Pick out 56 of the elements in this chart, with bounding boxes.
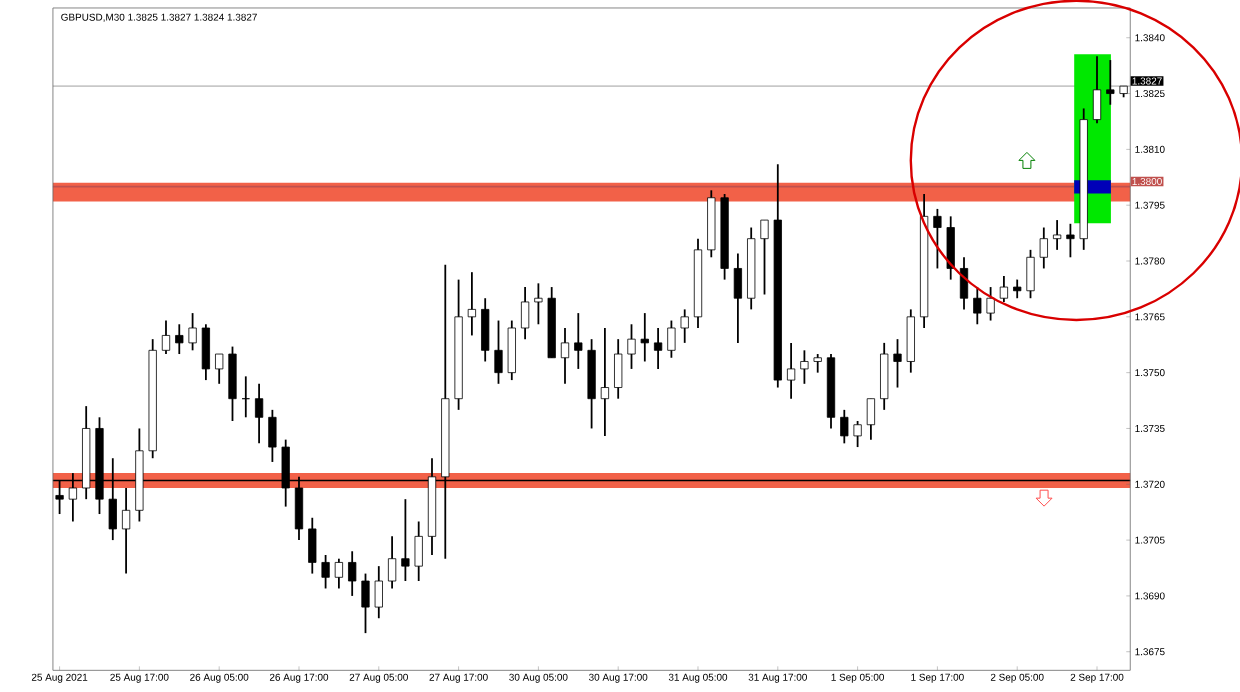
candlestick [999, 274, 1009, 303]
candlestick [840, 408, 849, 445]
candlestick [933, 207, 942, 270]
candlestick [600, 326, 610, 437]
candlestick [520, 286, 530, 340]
candlestick [627, 323, 636, 370]
candlestick [215, 353, 224, 385]
candlestick [1052, 219, 1062, 251]
candlestick [640, 312, 649, 363]
candlestick [574, 312, 583, 370]
candlestick [1092, 55, 1102, 125]
candlestick [906, 308, 915, 374]
candlestick [228, 345, 237, 422]
candlestick [494, 319, 503, 385]
candlestick [175, 323, 184, 355]
candlestick [733, 252, 743, 344]
candlestick [361, 572, 370, 634]
candlestick [348, 550, 357, 597]
candlestick [866, 397, 876, 441]
candlestick [946, 215, 955, 281]
candlestick [387, 535, 397, 590]
candlestick [560, 326, 570, 385]
candlestick [813, 353, 822, 374]
candlestick [308, 516, 317, 575]
candlestick [321, 553, 330, 590]
candlestick [534, 282, 543, 326]
candlestick [507, 319, 516, 381]
candlestick [121, 486, 131, 575]
candlestick [374, 565, 383, 620]
candlestick [467, 271, 477, 337]
candlestick [161, 319, 171, 355]
candlestick [653, 326, 663, 370]
candlestick [334, 557, 344, 590]
candlestick [401, 498, 410, 582]
candlestick [667, 319, 676, 359]
candlestick [1039, 226, 1048, 270]
candlestick [880, 341, 889, 411]
candlestick [680, 308, 689, 344]
candlestick [973, 286, 982, 326]
candlestick [1106, 59, 1115, 106]
candlestick [800, 349, 809, 385]
candlestick [188, 312, 197, 352]
candlestick [268, 408, 277, 463]
candlestick [893, 338, 902, 389]
candlestick [1066, 222, 1075, 259]
candlestick [1026, 248, 1035, 299]
candlestick [760, 219, 769, 296]
candlestick [1013, 278, 1022, 299]
candlestick [853, 419, 862, 448]
candlestick [614, 338, 623, 400]
candlestick [414, 520, 423, 582]
candlestick [786, 341, 796, 400]
candlestick [481, 297, 490, 363]
candlestick [986, 286, 995, 322]
candlestick [254, 382, 264, 445]
candlestick [201, 323, 211, 381]
